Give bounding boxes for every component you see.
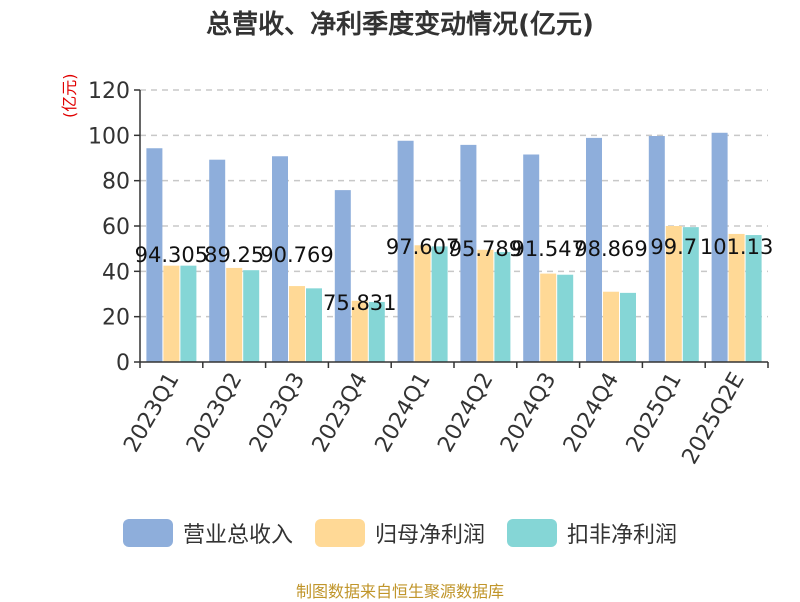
- bar-扣非净利润: [368, 301, 385, 362]
- chart-title: 总营收、净利季度变动情况(亿元): [206, 10, 594, 40]
- bar-归母净利润: [477, 249, 494, 362]
- bar-扣非净利润: [494, 252, 511, 362]
- legend-item: 营业总收入: [122, 517, 293, 549]
- legend-swatch: [122, 519, 173, 547]
- x-tick-label: 2023Q4: [308, 369, 373, 457]
- x-tick-label: 2025Q2E: [678, 369, 750, 469]
- y-tick-label: 80: [102, 170, 130, 195]
- x-tick-label: 2024Q3: [496, 369, 561, 457]
- data-label: 94.305: [135, 243, 208, 267]
- y-tick-label: 40: [102, 260, 130, 285]
- bar-扣非净利润: [745, 235, 762, 362]
- legend-item: 扣非净利润: [507, 517, 677, 549]
- bar-营业总收入: [711, 132, 728, 362]
- legend-swatch: [314, 519, 365, 547]
- bar-营业总收入: [523, 154, 540, 362]
- bar-扣非净利润: [180, 265, 197, 362]
- bar-归母净利润: [163, 265, 180, 362]
- bar-营业总收入: [397, 140, 414, 362]
- data-label: 89.25: [204, 243, 264, 267]
- x-tick-label: 2025Q1: [622, 369, 687, 457]
- bar-营业总收入: [146, 148, 163, 362]
- bar-营业总收入: [334, 190, 351, 362]
- bar-扣非净利润: [682, 227, 699, 362]
- legend: 营业总收入 归母净利润 扣非净利润: [0, 517, 800, 549]
- x-tick-label: 2023Q2: [182, 369, 247, 457]
- data-label: 99.7: [650, 235, 697, 259]
- bar-营业总收入: [586, 137, 602, 362]
- bar-营业总收入: [272, 156, 288, 362]
- x-tick-label: 2023Q3: [245, 369, 310, 457]
- legend-swatch: [507, 519, 557, 547]
- legend-label: 归母净利润: [374, 523, 485, 548]
- bar-扣非净利润: [557, 274, 574, 362]
- data-label: 98.869: [574, 237, 647, 261]
- y-tick-label: 120: [88, 79, 130, 104]
- bar-营业总收入: [460, 144, 477, 362]
- bar-归母净利润: [728, 233, 745, 362]
- bar-扣非净利润: [620, 292, 636, 362]
- data-label: 90.769: [260, 243, 333, 267]
- data-label: 75.831: [323, 291, 396, 315]
- bar-归母净利润: [414, 245, 431, 362]
- bar-营业总收入: [648, 136, 665, 362]
- data-label: 95.789: [449, 237, 522, 261]
- y-tick-label: 60: [102, 215, 130, 240]
- bar-归母净利润: [665, 226, 682, 362]
- bars: [146, 132, 762, 362]
- x-tick-label: 2024Q2: [433, 369, 498, 457]
- bar-扣非净利润: [243, 270, 260, 362]
- data-label: 97.607: [386, 235, 459, 259]
- bar-扣非净利润: [431, 246, 448, 362]
- y-tick-label: 0: [116, 351, 130, 376]
- bar-归母净利润: [226, 267, 243, 362]
- legend-label: 营业总收入: [182, 523, 293, 548]
- bar-归母净利润: [289, 286, 305, 362]
- x-tick-label: 2024Q1: [370, 368, 435, 456]
- data-label: 91.547: [511, 237, 584, 261]
- legend-label: 扣非净利润: [567, 523, 678, 548]
- bar-归母净利润: [540, 273, 557, 362]
- x-tick-label: 2023Q1: [119, 369, 184, 457]
- legend-item: 归母净利润: [314, 517, 485, 549]
- x-tick-label: 2024Q4: [559, 369, 624, 457]
- data-source-note: 制图数据来自恒生聚源数据库: [295, 582, 504, 601]
- data-label: 101.13: [700, 235, 773, 259]
- bar-归母净利润: [603, 291, 619, 362]
- bar-归母净利润: [351, 300, 368, 362]
- bar-扣非净利润: [306, 288, 322, 362]
- y-tick-label: 100: [88, 124, 130, 149]
- y-tick-label: 20: [102, 306, 130, 331]
- bar-营业总收入: [209, 159, 226, 362]
